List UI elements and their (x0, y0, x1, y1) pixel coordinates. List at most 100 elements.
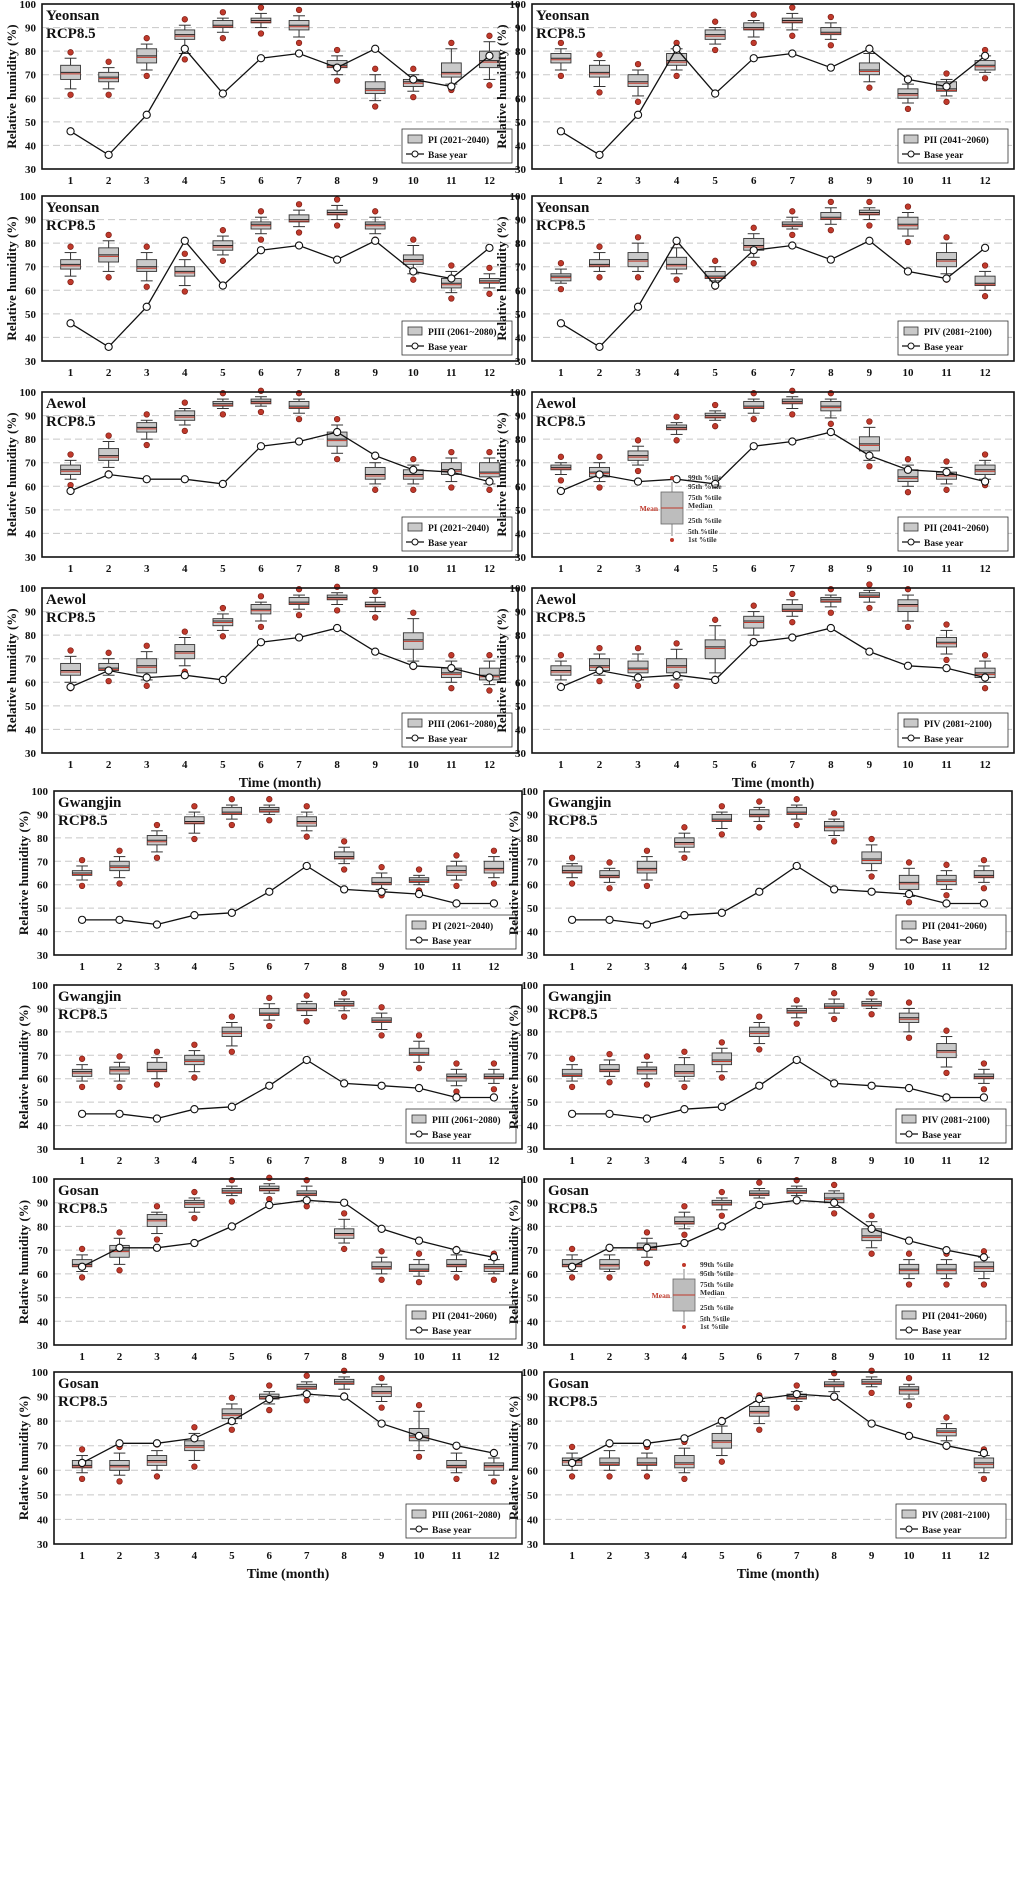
outlier-high (606, 859, 613, 866)
y-tick-label: 50 (37, 1293, 49, 1305)
base-year-point (377, 1224, 386, 1233)
box-month (589, 644, 610, 685)
y-tick-label: 90 (527, 1198, 539, 1210)
base-year-point (979, 899, 989, 908)
base-year-point (567, 915, 577, 925)
y-tick-label: 30 (527, 1144, 539, 1156)
outlier-high (606, 1050, 613, 1058)
x-tick-label: 8 (831, 1155, 837, 1167)
outlier-high (453, 852, 460, 859)
legend-swatch-marker (415, 1525, 423, 1533)
plot-frame (53, 1178, 523, 1346)
x-axis-label: Time (month) (732, 776, 815, 791)
x-tick-label: 10 (408, 175, 420, 187)
x-tick-label: 1 (558, 367, 564, 379)
outlier-high (568, 1443, 576, 1451)
x-tick-label: 3 (154, 1155, 160, 1167)
outlier-low (116, 1267, 123, 1274)
outlier-low (257, 30, 265, 37)
box-month (704, 18, 726, 54)
legend-swatch-box (407, 522, 423, 532)
outlier-low (606, 1473, 613, 1480)
x-tick-label: 2 (117, 1155, 123, 1167)
x-tick-label: 11 (941, 563, 951, 575)
outlier-low (596, 677, 603, 685)
outlier-low (943, 656, 950, 664)
box-month (60, 451, 81, 489)
y-tick-label: 100 (522, 1367, 539, 1379)
outlier-high (153, 821, 161, 829)
outlier-high (378, 863, 385, 871)
y-tick-label: 90 (25, 607, 37, 619)
y-tick-label: 90 (527, 809, 539, 821)
box-month (550, 453, 572, 484)
outlier-high (378, 1004, 385, 1011)
box-month (146, 821, 168, 861)
box-body (627, 74, 649, 87)
box-body (627, 660, 649, 674)
box-month (936, 621, 957, 664)
base-year-point (256, 442, 266, 451)
outlier-high (486, 32, 493, 39)
box-body (296, 1003, 317, 1012)
y-tick-label: 70 (37, 1050, 49, 1062)
x-tick-label: 8 (831, 1550, 837, 1562)
base-year-point (142, 673, 151, 682)
outlier-high (904, 203, 912, 210)
outlier-high (67, 451, 74, 458)
box-month (98, 231, 119, 281)
y-tick-label: 100 (20, 583, 37, 595)
base-year-point (409, 75, 418, 84)
box-body (973, 870, 995, 879)
base-year-line (571, 1199, 985, 1268)
legend-swatch-box (407, 718, 423, 728)
base-year-point (256, 246, 266, 255)
scenario-label: RCP8.5 (536, 610, 586, 626)
base-year-point (409, 661, 418, 670)
legend-entry-period: PIII (2061~2080) (432, 1115, 501, 1126)
base-year-point (377, 1081, 386, 1090)
y-axis-label: Relative humidity (%) (494, 24, 509, 148)
base-year-point (633, 673, 643, 682)
box-month (371, 1374, 392, 1411)
plot-frame (41, 195, 519, 362)
y-tick-label: 50 (527, 903, 539, 915)
base-year-point (227, 1102, 236, 1111)
outlier-high (67, 49, 74, 56)
outlier-high (831, 1181, 838, 1189)
key-label-p25: 25th %tile (688, 516, 722, 525)
outlier-low (568, 1083, 576, 1091)
y-tick-label: 70 (37, 1245, 49, 1257)
y-tick-label: 50 (515, 117, 527, 129)
box-month (483, 1060, 505, 1093)
base-year-point (680, 1105, 689, 1114)
outlier-high (181, 16, 188, 23)
box-body (711, 813, 733, 822)
x-tick-label: 1 (558, 563, 564, 575)
box-month (221, 1394, 243, 1433)
x-tick-label: 5 (719, 1550, 725, 1562)
outlier-high (557, 652, 565, 659)
base-year-point (672, 475, 681, 484)
x-tick-label: 11 (446, 367, 456, 379)
base-year-point (826, 427, 835, 437)
box-month (60, 243, 81, 286)
y-tick-label: 50 (25, 309, 37, 321)
base-year-point (711, 281, 720, 290)
base-year-point (485, 51, 494, 61)
outlier-low (756, 824, 763, 831)
outlier-high (341, 990, 348, 997)
x-tick-label: 5 (719, 1155, 725, 1167)
legend: PII (2041~2060) Base year (405, 1304, 517, 1340)
outlier-low (228, 1048, 235, 1055)
outlier-low (490, 1478, 498, 1485)
x-tick-label: 8 (341, 1351, 347, 1363)
base-year-point (452, 1093, 461, 1102)
outlier-high (943, 621, 950, 628)
box-month (441, 262, 462, 302)
x-tick-label: 8 (341, 1155, 347, 1167)
base-year-point (749, 246, 758, 255)
x-tick-label: 7 (296, 175, 302, 187)
